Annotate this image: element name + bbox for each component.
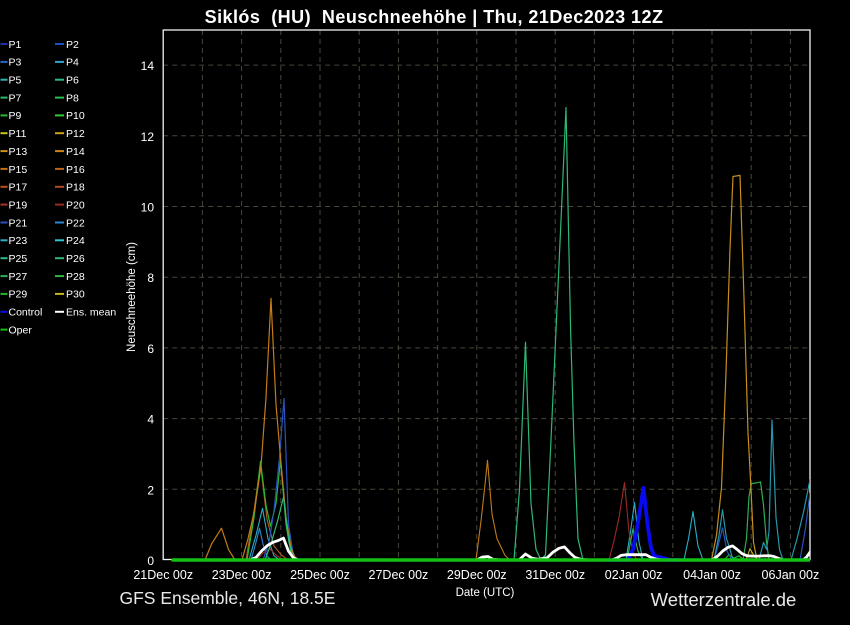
svg-text:P11: P11	[9, 128, 27, 140]
svg-text:29Dec 00z: 29Dec 00z	[447, 568, 507, 582]
svg-text:P5: P5	[9, 75, 22, 87]
svg-text:P30: P30	[66, 289, 85, 301]
svg-text:P14: P14	[66, 146, 85, 158]
svg-text:Date (UTC): Date (UTC)	[456, 587, 515, 599]
svg-text:12: 12	[141, 130, 155, 144]
svg-text:P3: P3	[9, 57, 22, 69]
svg-text:P20: P20	[66, 199, 85, 211]
svg-text:Siklós (HU) Neuschneehöhe |: Siklós (HU) Neuschneehöhe | Thu, 21Dec20…	[205, 7, 664, 27]
svg-text:GFS Ensemble, 46N, 18.5E: GFS Ensemble, 46N, 18.5E	[120, 588, 336, 608]
svg-text:P6: P6	[66, 75, 79, 87]
svg-text:P12: P12	[66, 128, 85, 140]
svg-text:4: 4	[147, 413, 154, 427]
svg-text:Ens. mean: Ens. mean	[66, 307, 116, 319]
svg-text:0: 0	[147, 554, 154, 568]
svg-text:21Dec 00z: 21Dec 00z	[133, 568, 193, 582]
svg-text:23Dec 00z: 23Dec 00z	[212, 568, 272, 582]
svg-text:P23: P23	[9, 235, 28, 247]
svg-text:P15: P15	[9, 164, 28, 176]
svg-text:8: 8	[147, 271, 154, 285]
svg-text:04Jan 00z: 04Jan 00z	[683, 568, 741, 582]
svg-text:27Dec 00z: 27Dec 00z	[369, 568, 429, 582]
svg-text:P17: P17	[9, 182, 28, 194]
svg-text:6: 6	[147, 342, 154, 356]
svg-text:P29: P29	[9, 289, 28, 301]
svg-text:P8: P8	[66, 92, 79, 104]
svg-text:31Dec 00z: 31Dec 00z	[525, 568, 585, 582]
svg-text:P1: P1	[9, 39, 22, 51]
svg-text:P10: P10	[66, 110, 85, 122]
svg-text:P7: P7	[9, 92, 22, 104]
svg-text:P13: P13	[9, 146, 28, 158]
svg-text:14: 14	[141, 59, 155, 73]
svg-text:P21: P21	[9, 217, 28, 229]
svg-text:Neuschneehöhe (cm): Neuschneehöhe (cm)	[126, 242, 138, 352]
svg-text:P24: P24	[66, 235, 85, 247]
svg-text:P19: P19	[9, 199, 28, 211]
svg-text:25Dec 00z: 25Dec 00z	[290, 568, 350, 582]
svg-text:06Jan 00z: 06Jan 00z	[762, 568, 820, 582]
svg-text:P27: P27	[9, 271, 28, 283]
svg-text:P16: P16	[66, 164, 85, 176]
svg-text:10: 10	[141, 201, 155, 215]
svg-text:P18: P18	[66, 182, 85, 194]
svg-text:P26: P26	[66, 253, 85, 265]
svg-text:2: 2	[147, 483, 154, 497]
svg-text:P22: P22	[66, 217, 85, 229]
svg-text:Control: Control	[9, 307, 43, 319]
svg-text:P28: P28	[66, 271, 85, 283]
svg-text:P25: P25	[9, 253, 28, 265]
svg-text:02Jan 00z: 02Jan 00z	[605, 568, 663, 582]
svg-text:P2: P2	[66, 39, 79, 51]
svg-text:Oper: Oper	[9, 324, 33, 336]
svg-text:P9: P9	[9, 110, 22, 122]
svg-text:Wetterzentrale.de: Wetterzentrale.de	[651, 589, 797, 610]
svg-text:P4: P4	[66, 57, 79, 69]
